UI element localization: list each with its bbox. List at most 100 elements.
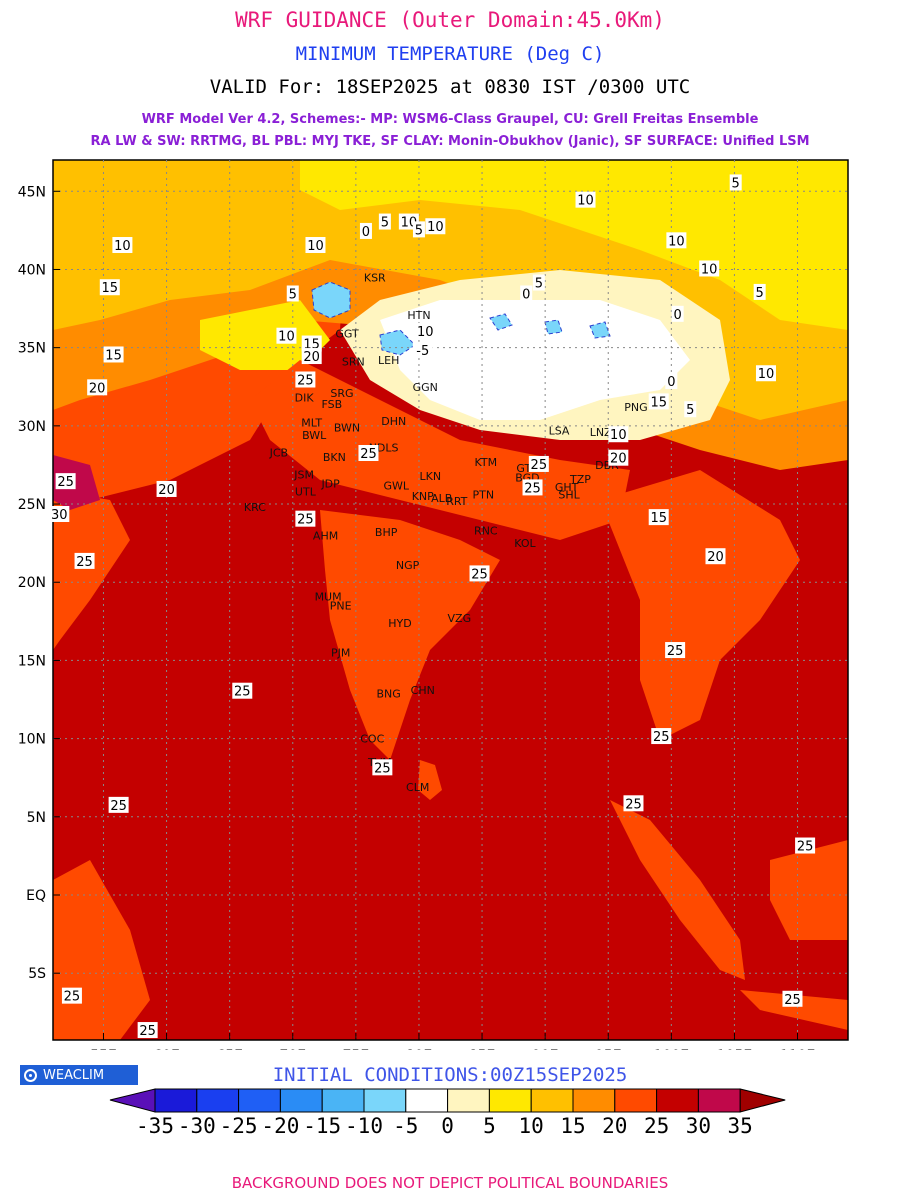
city-label: LEH (378, 354, 399, 367)
lat-label: 25N (18, 497, 46, 513)
lat-label: 20N (18, 575, 46, 591)
city-label: MUM (315, 590, 342, 603)
borneo-java (770, 840, 848, 940)
contour-label-bg (415, 323, 436, 340)
contour-label: 20 (87, 379, 108, 396)
contour-label-text: 0 (362, 225, 370, 240)
city-label: DIK (295, 392, 315, 405)
contour-label-bg (753, 283, 766, 300)
sumatra (610, 800, 745, 980)
contour-label-bg (74, 552, 95, 569)
city-label: LSA (549, 425, 570, 438)
contour-label-text: 25 (57, 475, 74, 490)
contour-label-bg (412, 341, 433, 358)
cold-patch-5 (589, 321, 611, 339)
contour-label-text: 15 (102, 281, 119, 296)
contour-label-text: 20 (89, 381, 106, 396)
city-label: SHL (558, 489, 580, 502)
colorbar-tick-label: 30 (685, 1114, 712, 1138)
contour-label: 25 (74, 552, 95, 570)
map-frame (52, 159, 849, 1041)
contour-label-text: 10 (610, 428, 627, 443)
contour-label: 30 (49, 505, 70, 523)
contour-label-bg (378, 213, 391, 230)
contour-label-bg (608, 426, 629, 443)
lat-label: 5N (27, 810, 46, 826)
contour-label-text: 25 (531, 458, 548, 473)
city-label: RNC (474, 525, 498, 538)
contour-label-text: 0 (667, 375, 675, 390)
cool-yellow-west (200, 300, 330, 370)
colorbar-segment (405, 1088, 449, 1113)
city-label: JSM (293, 468, 314, 481)
city-label: KTM (475, 456, 498, 469)
city-label: GGN (413, 381, 438, 394)
contour-label-bg (99, 279, 120, 296)
colorbar-segment (530, 1088, 574, 1113)
city-label: GGT (335, 328, 359, 341)
contour-label-bg (87, 379, 108, 396)
lon-label: 90E (532, 1048, 559, 1050)
city-label: JDP (320, 478, 340, 491)
contour-label-bg (156, 480, 177, 497)
city-label: TZP (569, 473, 591, 486)
contour-label-text: 10 (701, 262, 718, 277)
cold-patch-3 (489, 313, 513, 331)
colorbar-segment (238, 1088, 281, 1113)
contour-label-text: 25 (297, 374, 314, 389)
latitude-labels: 45N 40N 35N 30N 25N 20N 15N 10N 5N EQ 5S (18, 184, 46, 982)
city-label: AHM (313, 529, 338, 542)
contour-label: 25 (61, 987, 82, 1005)
city-label: BNG (377, 687, 401, 700)
contour-label-text: -5 (416, 344, 429, 359)
contour-label-bg (301, 335, 322, 352)
colorbar-tick-label: 15 (560, 1114, 586, 1138)
contour-label: 20 (705, 548, 726, 565)
contour-label-bg (55, 473, 76, 490)
tibet-white (380, 300, 690, 420)
contour-label: 10 (276, 327, 297, 345)
contour-label-text: 25 (374, 761, 391, 776)
city-label: GWL (383, 479, 409, 492)
contour-label-bg (575, 191, 596, 208)
contour-label: 5 (729, 174, 742, 191)
colorbar-segment (614, 1088, 658, 1113)
weaclim-logo: WEACLIM (20, 1065, 138, 1085)
colorbar-tick-label: 25 (643, 1114, 670, 1138)
contour-label-bg (755, 365, 776, 382)
colorbar-tick-label: -25 (219, 1114, 258, 1138)
contour-label: 25 (651, 728, 672, 745)
colorbar-segment (363, 1088, 407, 1113)
colorbar-segment (154, 1088, 198, 1113)
contour-label-text: 30 (51, 508, 68, 523)
colorbar-tick-label: -35 (136, 1114, 174, 1138)
contour-label: 15 (103, 346, 124, 363)
cold-patch-2 (379, 329, 416, 356)
city-label: HTN (407, 309, 430, 322)
contour-label-text: 25 (64, 990, 81, 1005)
contour-label-text: 5 (535, 277, 543, 292)
contour-label-text: 25 (524, 481, 541, 496)
contour-label: 25 (372, 759, 393, 776)
cold-patch-4 (544, 319, 563, 335)
lat-label: 35N (18, 341, 46, 357)
colorbar-segment (697, 1088, 741, 1113)
contour-label: 5 (286, 285, 299, 302)
temperature-map: 45N 40N 35N 30N 25N 20N 15N 10N 5N EQ 5S 55E 60E 65E… (18, 159, 849, 1050)
city-label: JCB (269, 446, 288, 459)
contour-label-bg (528, 455, 549, 472)
contour-label-text: 5 (756, 286, 764, 301)
contour-label: -5 (412, 341, 433, 359)
contour-label-text: 25 (653, 730, 670, 745)
city-label: CHN (411, 684, 435, 697)
contour-label-text: 20 (303, 350, 320, 365)
lon-label: 60E (153, 1048, 180, 1050)
lon-label: 85E (469, 1048, 496, 1050)
contour-label: 25 (232, 682, 253, 700)
contour-label: 25 (522, 479, 543, 496)
city-label: KNP (412, 490, 434, 503)
colorbar-segment (279, 1088, 323, 1113)
contour-label-bg (522, 479, 543, 496)
colorbar-segment (447, 1088, 490, 1113)
